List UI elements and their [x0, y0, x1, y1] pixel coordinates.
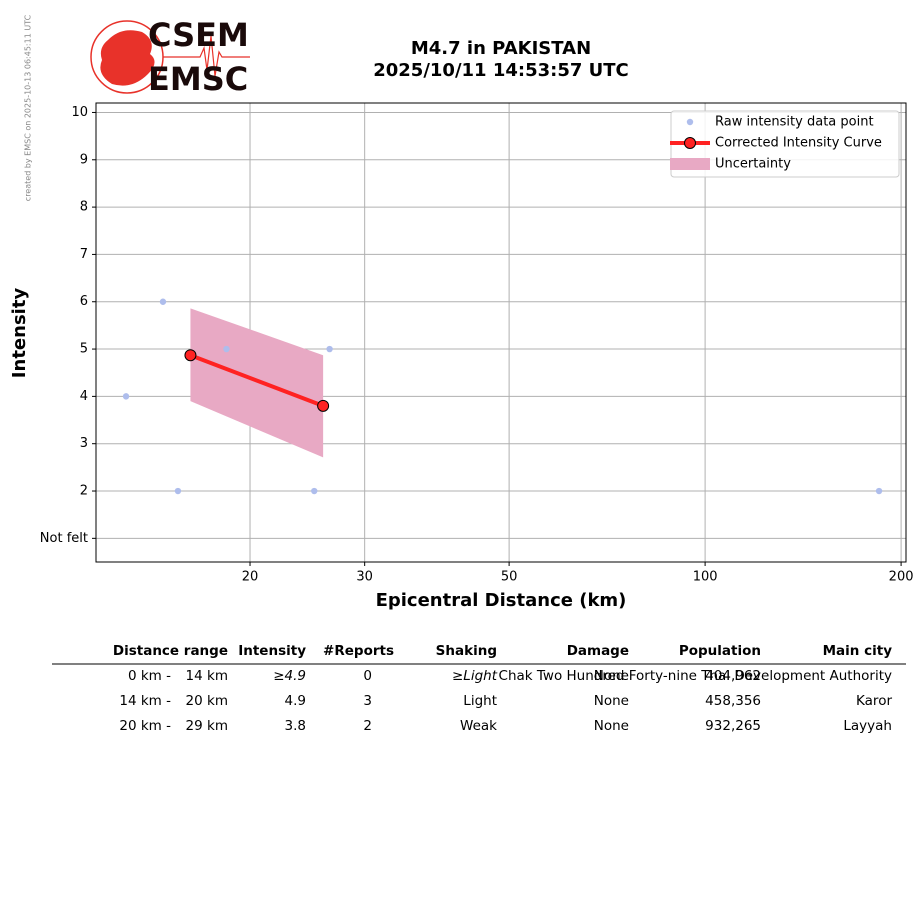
y-tick-label: 10: [71, 105, 88, 120]
table-cell: 3: [363, 693, 372, 709]
legend-label: Raw intensity data point: [715, 115, 874, 130]
table-cell: ≥Light: [452, 668, 498, 684]
x-axis-label: Epicentral Distance (km): [376, 590, 627, 611]
table-cell: None: [594, 668, 629, 684]
y-axis-label: Intensity: [9, 288, 30, 379]
table-cell: 458,356: [705, 693, 761, 709]
logo-bottom: EMSC: [148, 60, 248, 98]
legend-marker: [684, 137, 696, 149]
table-cell: Weak: [460, 718, 497, 734]
y-tick-label: Not felt: [40, 531, 88, 546]
chart-title: 2025/10/11 14:53:57 UTC: [373, 60, 629, 81]
table-cell: 3.8: [285, 718, 306, 734]
logo: CSEM EMSC: [90, 16, 250, 98]
table-cell: Chak Two Hundred Forty-nine Thal Develop…: [499, 668, 892, 684]
table-header: Main city: [823, 643, 893, 659]
table-cell: 404,962: [705, 668, 761, 684]
table-cell: 14 km -: [119, 693, 171, 709]
legend-marker: [686, 118, 694, 126]
table-header: Distance range: [113, 643, 228, 659]
data-point: [311, 487, 318, 495]
x-tick-label: 50: [501, 570, 518, 585]
table-cell: 4.9: [285, 693, 306, 709]
plot-frame: [95, 102, 907, 563]
data-point: [159, 298, 167, 305]
table-header: Shaking: [436, 643, 497, 659]
table-cell: Karor: [856, 693, 892, 709]
table-header: Intensity: [238, 643, 306, 659]
table-cell: 20 km -: [119, 718, 171, 734]
legend-label: Corrected Intensity Curve: [715, 136, 882, 151]
y-tick-label: 6: [80, 294, 88, 309]
intensity-curve: [189, 353, 324, 408]
y-tick-label: 9: [80, 152, 88, 167]
curve-marker: [317, 399, 330, 412]
plot: Not felt 2 3 4 5 6 7 8 9 10 20 30 50 100 200 Raw intens…: [40, 102, 914, 585]
table: Distance range Intensity #Reports Shaking Da…: [113, 643, 893, 734]
table-cell: Light: [463, 693, 497, 709]
table-cell: 2: [363, 718, 372, 734]
uncertainty-band: [190, 308, 324, 458]
legend-marker: [670, 158, 710, 170]
legend: Raw intensity data point Corrected Intens…: [670, 110, 900, 178]
logo-map: [100, 30, 155, 86]
table-header: Damage: [567, 643, 629, 659]
table-header: #Reports: [323, 643, 394, 659]
table-cell: Layyah: [843, 718, 892, 734]
y-tick-label: 3: [80, 436, 88, 451]
x-tick-label: 200: [889, 570, 914, 585]
curve-marker: [184, 349, 197, 362]
table-cell: 29 km: [186, 718, 228, 734]
table-cell: 14 km: [186, 668, 228, 684]
chart-title: M4.7 in PAKISTAN: [411, 38, 591, 59]
table-cell: 932,265: [705, 718, 761, 734]
data-point: [223, 345, 230, 353]
x-tick-label: 20: [242, 570, 259, 585]
legend-label: Uncertainty: [715, 157, 791, 172]
y-tick-label: 2: [80, 484, 88, 499]
logo-wave: [163, 35, 250, 77]
table-header: Population: [679, 643, 761, 659]
data-point: [875, 487, 883, 495]
data-point: [326, 345, 333, 353]
y-tick-label: 4: [80, 389, 88, 404]
data-point: [122, 393, 130, 400]
table-cell: None: [594, 693, 629, 709]
table-cell: 20 km: [186, 693, 228, 709]
data-point: [174, 487, 182, 495]
y-tick-label: 8: [80, 200, 88, 215]
x-tick-label: 100: [693, 570, 718, 585]
x-tick-label: 30: [356, 570, 373, 585]
table-cell: ≥4.9: [273, 668, 306, 684]
table-cell: None: [594, 718, 629, 734]
table-cell: 0: [363, 668, 372, 684]
y-tick-label: 5: [80, 342, 88, 357]
y-tick-label: 7: [80, 247, 88, 262]
logo-top: CSEM: [148, 16, 249, 54]
table-cell: 0 km -: [128, 668, 171, 684]
credit: created by EMSC on 2025-10-13 06:45:11 U…: [24, 14, 33, 201]
